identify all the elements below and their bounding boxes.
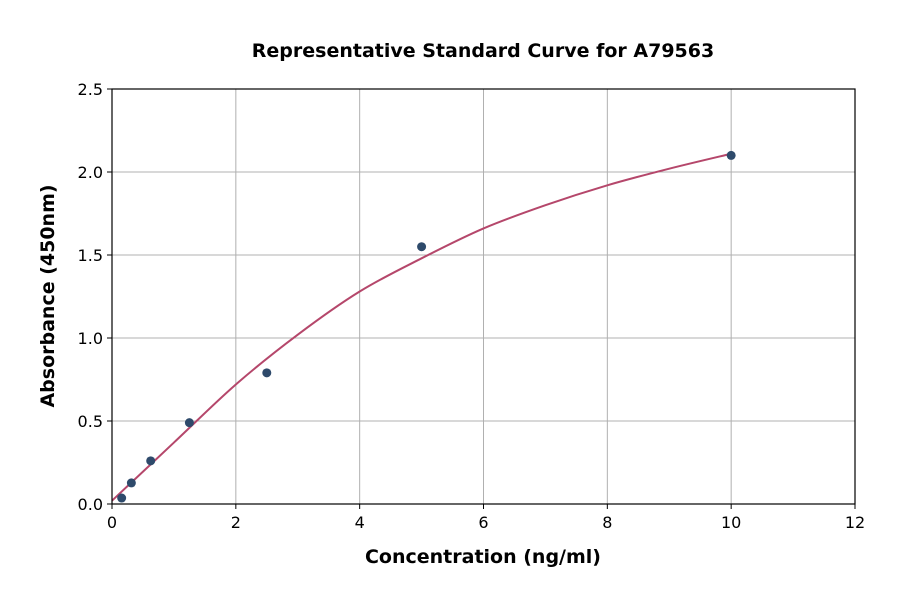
x-axis-ticks: 0 2 4 6 8 10 12: [107, 504, 865, 532]
fit-curve: [111, 152, 732, 502]
x-tick-label: 10: [721, 513, 741, 532]
data-point: [726, 150, 736, 160]
y-axis-label: Absorbance (450nm): [37, 184, 59, 407]
y-tick-label: 0.5: [78, 412, 103, 431]
x-tick-label: 6: [478, 513, 488, 532]
data-point: [184, 418, 194, 428]
data-point: [126, 478, 136, 488]
data-point: [262, 368, 272, 378]
x-tick-label: 12: [845, 513, 865, 532]
y-axis-ticks: 0.0 0.5 1.0 1.5 2.0 2.5: [78, 80, 112, 514]
data-point: [117, 493, 127, 503]
data-point: [146, 456, 156, 466]
grid: [111, 88, 856, 505]
y-tick-label: 0.0: [78, 495, 103, 514]
y-tick-label: 2.5: [78, 80, 103, 99]
x-tick-label: 0: [107, 513, 117, 532]
x-tick-label: 4: [355, 513, 365, 532]
chart-title: Representative Standard Curve for A79563: [252, 40, 714, 62]
y-tick-label: 1.5: [78, 246, 103, 265]
data-point: [417, 242, 427, 252]
y-tick-label: 2.0: [78, 163, 103, 182]
y-tick-label: 1.0: [78, 329, 103, 348]
x-tick-label: 8: [602, 513, 612, 532]
x-axis-label: Concentration (ng/ml): [365, 546, 601, 568]
x-tick-label: 2: [231, 513, 241, 532]
data-points: [117, 150, 736, 503]
